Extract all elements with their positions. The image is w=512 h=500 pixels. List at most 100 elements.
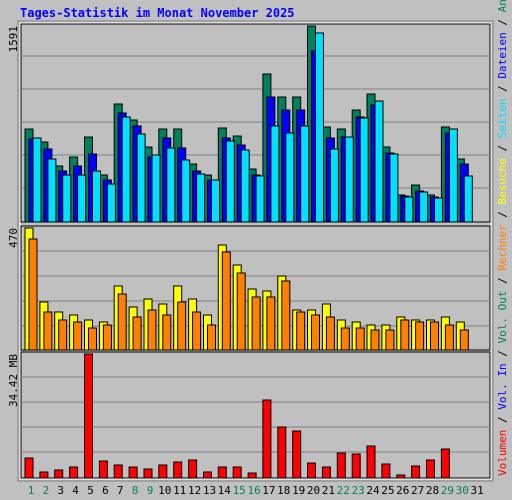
bar-top-seiten-day-6 [106, 183, 116, 223]
bar-bottom-volumen-day-3 [54, 469, 64, 479]
bar-middle-rechner-day-3 [58, 319, 68, 351]
bar-middle-rechner-day-1 [28, 238, 38, 351]
panel-bottom: 34.42 MB [7, 351, 491, 479]
legend-entry: / [496, 78, 509, 99]
bar-top-seiten-day-12 [196, 173, 206, 223]
bar-middle-rechner-day-22 [340, 327, 350, 351]
bar-bottom-volumen-day-20 [307, 462, 316, 479]
y-max-label: 1591 [7, 26, 20, 53]
bar-middle-rechner-day-26 [400, 319, 410, 351]
x-tick-label-day-18: 18 [277, 484, 290, 497]
x-tick-label-day-29: 29 [441, 484, 454, 497]
bar-middle-rechner-day-16 [251, 296, 261, 351]
x-tick-label-day-22: 22 [337, 484, 350, 497]
bar-bottom-volumen-day-4 [69, 466, 79, 479]
x-tick-label-day-26: 26 [396, 484, 409, 497]
x-tick-label-day-24: 24 [366, 484, 380, 497]
bar-bottom-volumen-day-24 [366, 445, 376, 479]
x-tick-label-day-25: 25 [381, 484, 394, 497]
bar-middle-rechner-day-20 [311, 314, 320, 351]
bar-top-seiten-day-23 [359, 117, 369, 223]
x-tick-label-day-14: 14 [218, 484, 232, 497]
bar-top-seiten-day-25 [389, 153, 399, 223]
bar-middle-rechner-day-4 [73, 321, 83, 351]
bar-top-seiten-day-5 [92, 170, 101, 223]
bar-top-seiten-day-18 [285, 132, 295, 223]
bar-middle-rechner-day-24 [370, 329, 380, 351]
bar-middle-rechner-day-10 [162, 314, 172, 351]
bar-bottom-volumen-day-23 [351, 453, 361, 479]
bar-top-seiten-day-7 [121, 116, 131, 223]
bar-bottom-volumen-day-9 [143, 468, 153, 479]
bar-middle-rechner-day-14 [221, 251, 231, 351]
x-tick-label-day-28: 28 [426, 484, 439, 497]
bar-top-seiten-day-20 [315, 32, 324, 223]
bar-bottom-volumen-day-8 [128, 466, 138, 479]
bar-middle-rechner-day-11 [177, 301, 187, 351]
legend-entry: / [496, 409, 509, 430]
bar-middle-rechner-day-7 [117, 293, 127, 351]
inner-frame [19, 22, 492, 480]
legend-entry: Vol. Out [496, 290, 509, 344]
bar-bottom-volumen-day-12 [188, 459, 198, 479]
bar-top-seiten-day-22 [344, 136, 354, 223]
bar-top-seiten-day-11 [181, 159, 191, 223]
x-tick-label-day-6: 6 [102, 484, 109, 497]
bar-bottom-volumen-day-21 [321, 466, 331, 479]
legend-entry: / [496, 343, 509, 364]
legend-entry: Vol. In [496, 363, 509, 410]
bar-middle-rechner-day-2 [43, 311, 53, 351]
legend-text: Volumen / Vol. In / Vol. Out / Rechner /… [496, 0, 509, 476]
panel-middle: 470 [7, 225, 491, 351]
legend-entry: / [496, 204, 509, 225]
panel-frame [20, 351, 491, 479]
bar-top-seiten-day-30 [463, 175, 473, 223]
bar-bottom-volumen-day-2 [39, 471, 49, 479]
bar-middle-rechner-day-25 [385, 329, 395, 351]
x-tick-label-day-4: 4 [72, 484, 79, 497]
legend-entry: Dateien [496, 32, 509, 79]
bar-middle-rechner-day-28 [430, 321, 439, 351]
legend-entry: / [496, 138, 509, 159]
bar-bottom-volumen-day-7 [113, 464, 123, 479]
bar-bottom-volumen-day-19 [292, 430, 302, 479]
x-tick-label-day-8: 8 [132, 484, 139, 497]
bar-bottom-volumen-day-29 [440, 448, 450, 479]
x-tick-label-day-11: 11 [173, 484, 186, 497]
bar-middle-rechner-day-5 [88, 327, 97, 351]
bar-middle-rechner-day-29 [444, 324, 454, 351]
x-tick-label-day-10: 10 [158, 484, 171, 497]
bar-top-seiten-day-17 [270, 125, 280, 223]
bar-bottom-volumen-day-25 [381, 463, 391, 479]
bar-top-seiten-day-9 [151, 154, 161, 223]
bar-bottom-volumen-day-5 [84, 353, 93, 479]
chart-title: Tages-Statistik im Monat November 2025 [20, 6, 295, 20]
x-tick-label-day-16: 16 [247, 484, 260, 497]
bar-top-seiten-day-10 [166, 147, 176, 223]
bar-middle-rechner-day-17 [266, 296, 276, 351]
x-tick-label-day-20: 20 [307, 484, 320, 497]
bar-top-seiten-day-29 [448, 128, 458, 223]
x-tick-label-day-21: 21 [322, 484, 335, 497]
bar-top-seiten-day-4 [77, 174, 87, 223]
bar-top-seiten-day-16 [255, 175, 265, 223]
bar-middle-rechner-day-15 [236, 272, 246, 351]
bar-top-seiten-day-1 [32, 137, 42, 223]
legend-entry: Rechner [496, 224, 509, 271]
bar-bottom-volumen-day-17 [262, 399, 272, 479]
x-tick-label-day-9: 9 [147, 484, 154, 497]
bar-bottom-volumen-day-1 [24, 457, 34, 479]
legend-entry: Volumen [496, 429, 509, 476]
bar-middle-rechner-day-19 [296, 311, 306, 351]
bar-middle-rechner-day-30 [459, 329, 469, 351]
bar-bottom-volumen-day-18 [277, 426, 287, 479]
x-tick-label-day-5: 5 [87, 484, 94, 497]
bar-middle-rechner-day-9 [147, 309, 157, 351]
legend-entry: Anfragen [496, 0, 509, 12]
x-tick-label-day-30: 30 [456, 484, 469, 497]
bar-middle-rechner-day-27 [415, 321, 425, 351]
bar-top-seiten-day-2 [47, 158, 57, 223]
bar-middle-rechner-day-6 [102, 324, 112, 351]
x-tick-label-day-17: 17 [262, 484, 275, 497]
bar-bottom-volumen-day-15 [232, 466, 242, 479]
